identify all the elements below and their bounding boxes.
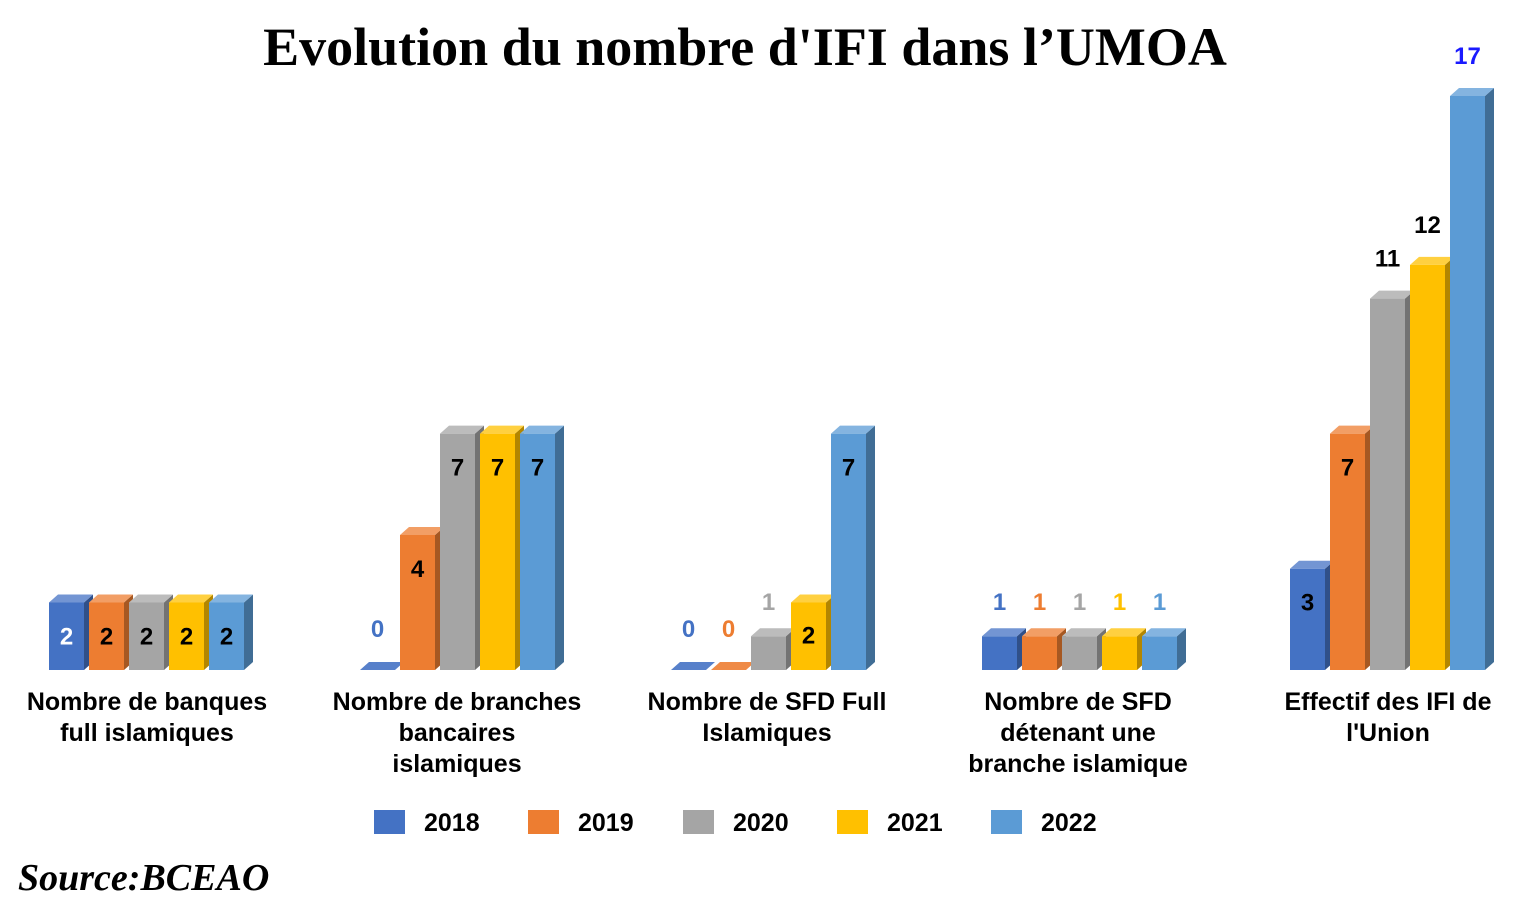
legend-item: 2022: [991, 809, 1097, 837]
bars-layer: [49, 88, 1494, 670]
bar: [1142, 628, 1186, 670]
legend-swatch: [528, 810, 559, 834]
category-label: Effectif des IFI de l'Union: [1285, 688, 1492, 747]
data-label: 2: [180, 623, 193, 650]
data-label: 2: [60, 623, 73, 650]
data-label: 11: [1375, 246, 1400, 273]
data-label: 1: [1113, 589, 1126, 616]
bar: [791, 594, 835, 670]
data-label: 7: [451, 455, 464, 482]
data-label: 12: [1414, 212, 1441, 239]
bar: [49, 594, 93, 670]
bar: [1102, 628, 1146, 670]
chart-title: Evolution du nombre d'IFI dans l’UMOA: [263, 17, 1227, 77]
legend-swatch: [683, 810, 714, 834]
bar: [209, 594, 253, 670]
data-label: 2: [802, 622, 815, 649]
legend-label: 2018: [424, 809, 480, 837]
bar: [1290, 560, 1334, 670]
data-label: 0: [682, 616, 695, 643]
data-label: 2: [100, 623, 113, 650]
data-label: 7: [842, 455, 855, 482]
bar: [520, 425, 564, 670]
bar: [1410, 256, 1454, 670]
data-label: 3: [1301, 590, 1314, 617]
data-label: 0: [722, 616, 735, 643]
bar: [711, 662, 755, 670]
bar: [671, 662, 715, 670]
category-labels-layer: Nombre de banques full islamiques Nombre d…: [27, 688, 1492, 778]
bar: [751, 628, 795, 670]
bar: [1062, 628, 1106, 670]
data-label: 1: [1033, 589, 1046, 616]
bar: [831, 425, 875, 670]
legend: 2018 2019 2020 2021 2022: [374, 809, 1097, 837]
category-label: Nombre de banques full islamiques: [27, 688, 267, 747]
legend-swatch: [837, 810, 868, 834]
data-label: 4: [411, 556, 425, 583]
data-label: 7: [491, 455, 504, 482]
category-label: Nombre de branches bancaires islamiques: [333, 688, 582, 778]
legend-label: 2021: [887, 809, 943, 837]
category-label: Nombre de SFD Full Islamiques: [648, 688, 887, 747]
bar: [982, 628, 1026, 670]
legend-item: 2018: [374, 809, 480, 837]
legend-item: 2019: [528, 809, 634, 837]
category-label: Nombre de SFD détenant une branche islamiq…: [968, 688, 1188, 778]
bar: [360, 662, 404, 670]
data-label: 0: [371, 616, 384, 643]
bar: [1022, 628, 1066, 670]
data-label: 2: [220, 623, 233, 650]
legend-swatch: [374, 810, 405, 834]
legend-swatch: [991, 810, 1022, 834]
data-label: 7: [531, 455, 544, 482]
bar: [1450, 88, 1494, 670]
data-label: 2: [140, 623, 153, 650]
legend-label: 2022: [1041, 809, 1097, 837]
source-note: Source:BCEAO: [18, 857, 270, 899]
data-label: 1: [1073, 589, 1086, 616]
data-label: 1: [993, 589, 1006, 616]
legend-item: 2020: [683, 809, 789, 837]
legend-label: 2019: [578, 809, 634, 837]
legend-label: 2020: [733, 809, 789, 837]
data-label: 17: [1454, 43, 1481, 70]
data-label: 1: [762, 589, 775, 616]
data-label: 7: [1341, 455, 1354, 482]
bar: [1370, 290, 1414, 670]
legend-item: 2021: [837, 809, 943, 837]
bar: [400, 526, 444, 670]
data-label: 1: [1153, 589, 1166, 616]
